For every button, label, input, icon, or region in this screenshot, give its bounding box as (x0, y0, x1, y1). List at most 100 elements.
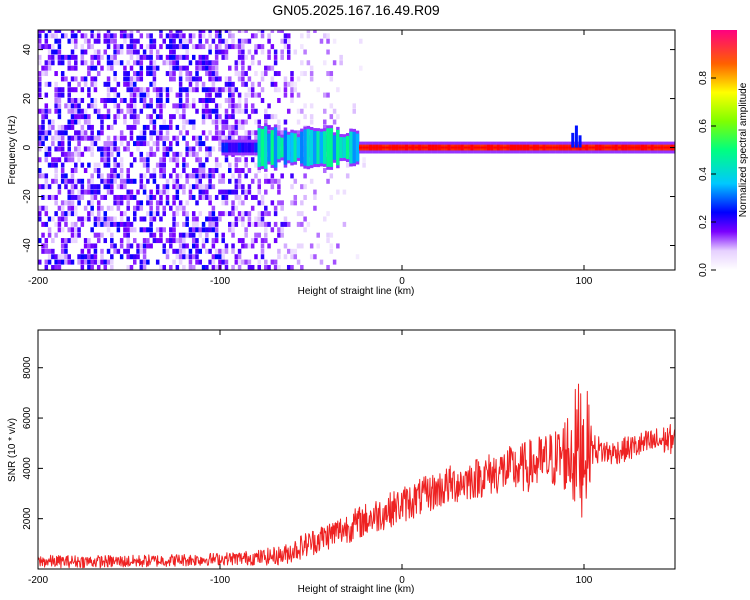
heatmap-cell (355, 254, 360, 260)
heatmap-cell (80, 114, 85, 120)
heatmap-cell (67, 124, 71, 130)
heatmap-cell (306, 33, 311, 39)
heatmap-cell (96, 211, 101, 217)
heatmap-cell (211, 60, 216, 66)
heatmap-cell (106, 38, 111, 44)
heatmap-cell (103, 141, 108, 147)
heatmap-cell (57, 146, 62, 152)
heatmap-cell (188, 265, 193, 270)
heatmap-cell (182, 114, 186, 120)
heatmap-cell (139, 54, 144, 60)
heatmap-cell (208, 178, 212, 184)
heatmap-cell (178, 151, 183, 157)
heatmap-cell (195, 44, 199, 50)
heatmap-cell (100, 114, 104, 120)
heatmap-cell (241, 168, 245, 174)
heatmap-cell (60, 71, 65, 77)
heatmap-cell (74, 54, 78, 60)
heatmap-cell (205, 97, 209, 103)
heatmap-cell (133, 60, 137, 66)
heatmap-cell (257, 211, 261, 217)
heatmap-cell (201, 30, 206, 33)
heatmap-cell (169, 124, 173, 130)
heatmap-cell (146, 238, 150, 244)
heatmap-cell (182, 254, 186, 260)
heatmap-cell (152, 65, 157, 71)
heatmap-cell (54, 173, 58, 179)
heatmap-cell (159, 114, 163, 120)
heatmap-cell (162, 248, 166, 254)
heatmap-cell (41, 248, 45, 254)
heatmap-cell (113, 194, 117, 200)
heatmap-cell (77, 227, 81, 233)
heatmap-cell (286, 81, 291, 87)
heatmap-cell (178, 76, 183, 82)
heatmap-cell (368, 146, 373, 149)
heatmap-cell (241, 65, 245, 71)
heatmap-cell (221, 200, 225, 206)
heatmap-cell (300, 44, 304, 50)
heatmap-cell (300, 184, 304, 190)
heatmap-cell (129, 124, 134, 130)
heatmap-cell (103, 146, 108, 152)
heatmap-cell (54, 157, 58, 163)
heatmap-cell (178, 130, 183, 136)
heatmap-cell (119, 200, 124, 206)
heatmap-cell (241, 44, 245, 50)
colorbar-tick-label: 0.2 (698, 215, 709, 229)
heatmap-cell (280, 227, 284, 233)
heatmap-cell (162, 173, 166, 179)
heatmap-cell (41, 135, 45, 141)
heatmap-cell (162, 157, 166, 163)
heatmap-cell (165, 60, 170, 66)
heatmap-cell (149, 194, 153, 200)
heatmap-cell (47, 227, 52, 233)
heatmap-cell (250, 92, 255, 98)
heatmap-cell (77, 114, 81, 120)
heatmap-cell (280, 54, 284, 60)
heatmap-cell (182, 103, 186, 109)
heatmap-cell (159, 265, 163, 270)
heatmap-cell (627, 146, 632, 149)
heatmap-cell (83, 243, 88, 249)
heatmap-cell (185, 54, 189, 60)
heatmap-cell (129, 189, 134, 195)
heatmap-cell (250, 103, 255, 109)
heatmap-cell (172, 178, 176, 184)
heatmap-cell (300, 60, 304, 66)
heatmap-cell (208, 130, 212, 136)
heatmap-cell (74, 178, 78, 184)
heatmap-cell (175, 141, 180, 147)
heatmap-cell (224, 49, 229, 55)
heatmap-cell (254, 162, 258, 168)
heatmap-cell (178, 205, 183, 211)
heatmap-cell (454, 146, 458, 149)
heatmap-cell (552, 146, 556, 149)
heatmap-cell (159, 54, 163, 60)
heatmap-cell (224, 108, 229, 114)
heatmap-cell (191, 216, 196, 222)
heatmap-cell (133, 49, 137, 55)
heatmap-cell (90, 33, 94, 39)
heatmap-cell (309, 243, 314, 249)
heatmap-cell (178, 259, 183, 265)
heatmap-cell (280, 38, 284, 44)
heatmap-cell (411, 146, 415, 149)
heatmap-cell (77, 108, 81, 114)
heatmap-cell (283, 216, 288, 222)
heatmap-cell (60, 33, 65, 39)
heatmap-cell (123, 65, 127, 71)
x-tick-label: -200 (28, 276, 48, 287)
heatmap-cell (162, 87, 166, 93)
heatmap-cell (44, 221, 49, 227)
heatmap-cell (231, 243, 235, 249)
heatmap-cell (90, 200, 94, 206)
heatmap-cell (260, 44, 265, 50)
heatmap-cell (162, 38, 166, 44)
heatmap-cell (44, 92, 49, 98)
heatmap-cell (378, 146, 383, 149)
heatmap-cell (218, 44, 222, 50)
heatmap-cell (80, 33, 85, 39)
heatmap-cell (198, 259, 203, 265)
heatmap-cell (244, 97, 248, 103)
